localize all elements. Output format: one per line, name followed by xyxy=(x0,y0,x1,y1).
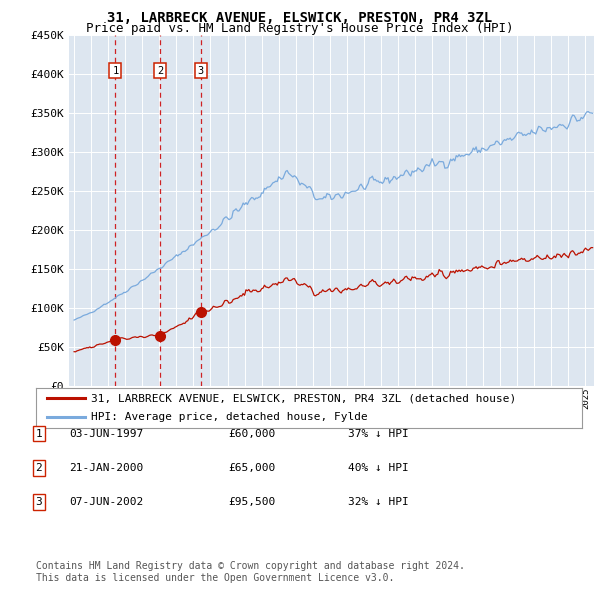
Text: HPI: Average price, detached house, Fylde: HPI: Average price, detached house, Fyld… xyxy=(91,412,367,422)
Text: 32% ↓ HPI: 32% ↓ HPI xyxy=(348,497,409,507)
Text: £95,500: £95,500 xyxy=(228,497,275,507)
Text: 40% ↓ HPI: 40% ↓ HPI xyxy=(348,463,409,473)
Text: 1: 1 xyxy=(112,65,118,76)
Text: £60,000: £60,000 xyxy=(228,429,275,438)
Text: 37% ↓ HPI: 37% ↓ HPI xyxy=(348,429,409,438)
Text: 2: 2 xyxy=(157,65,163,76)
Text: Price paid vs. HM Land Registry's House Price Index (HPI): Price paid vs. HM Land Registry's House … xyxy=(86,22,514,35)
Text: 31, LARBRECK AVENUE, ELSWICK, PRESTON, PR4 3ZL: 31, LARBRECK AVENUE, ELSWICK, PRESTON, P… xyxy=(107,11,493,25)
Text: 3: 3 xyxy=(198,65,204,76)
Text: 21-JAN-2000: 21-JAN-2000 xyxy=(69,463,143,473)
Text: 31, LARBRECK AVENUE, ELSWICK, PRESTON, PR4 3ZL (detached house): 31, LARBRECK AVENUE, ELSWICK, PRESTON, P… xyxy=(91,394,516,404)
Text: 03-JUN-1997: 03-JUN-1997 xyxy=(69,429,143,438)
Text: 1: 1 xyxy=(35,429,43,438)
Text: 07-JUN-2002: 07-JUN-2002 xyxy=(69,497,143,507)
Text: Contains HM Land Registry data © Crown copyright and database right 2024.
This d: Contains HM Land Registry data © Crown c… xyxy=(36,561,465,583)
Text: 2: 2 xyxy=(35,463,43,473)
Text: 3: 3 xyxy=(35,497,43,507)
Text: £65,000: £65,000 xyxy=(228,463,275,473)
